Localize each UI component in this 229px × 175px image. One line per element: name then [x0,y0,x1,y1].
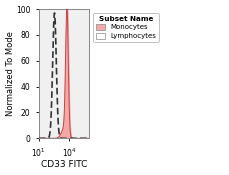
X-axis label: CD33 FITC: CD33 FITC [41,160,87,169]
Y-axis label: Normalized To Mode: Normalized To Mode [5,31,14,116]
Legend: Monocytes, Lymphocytes: Monocytes, Lymphocytes [93,13,158,42]
